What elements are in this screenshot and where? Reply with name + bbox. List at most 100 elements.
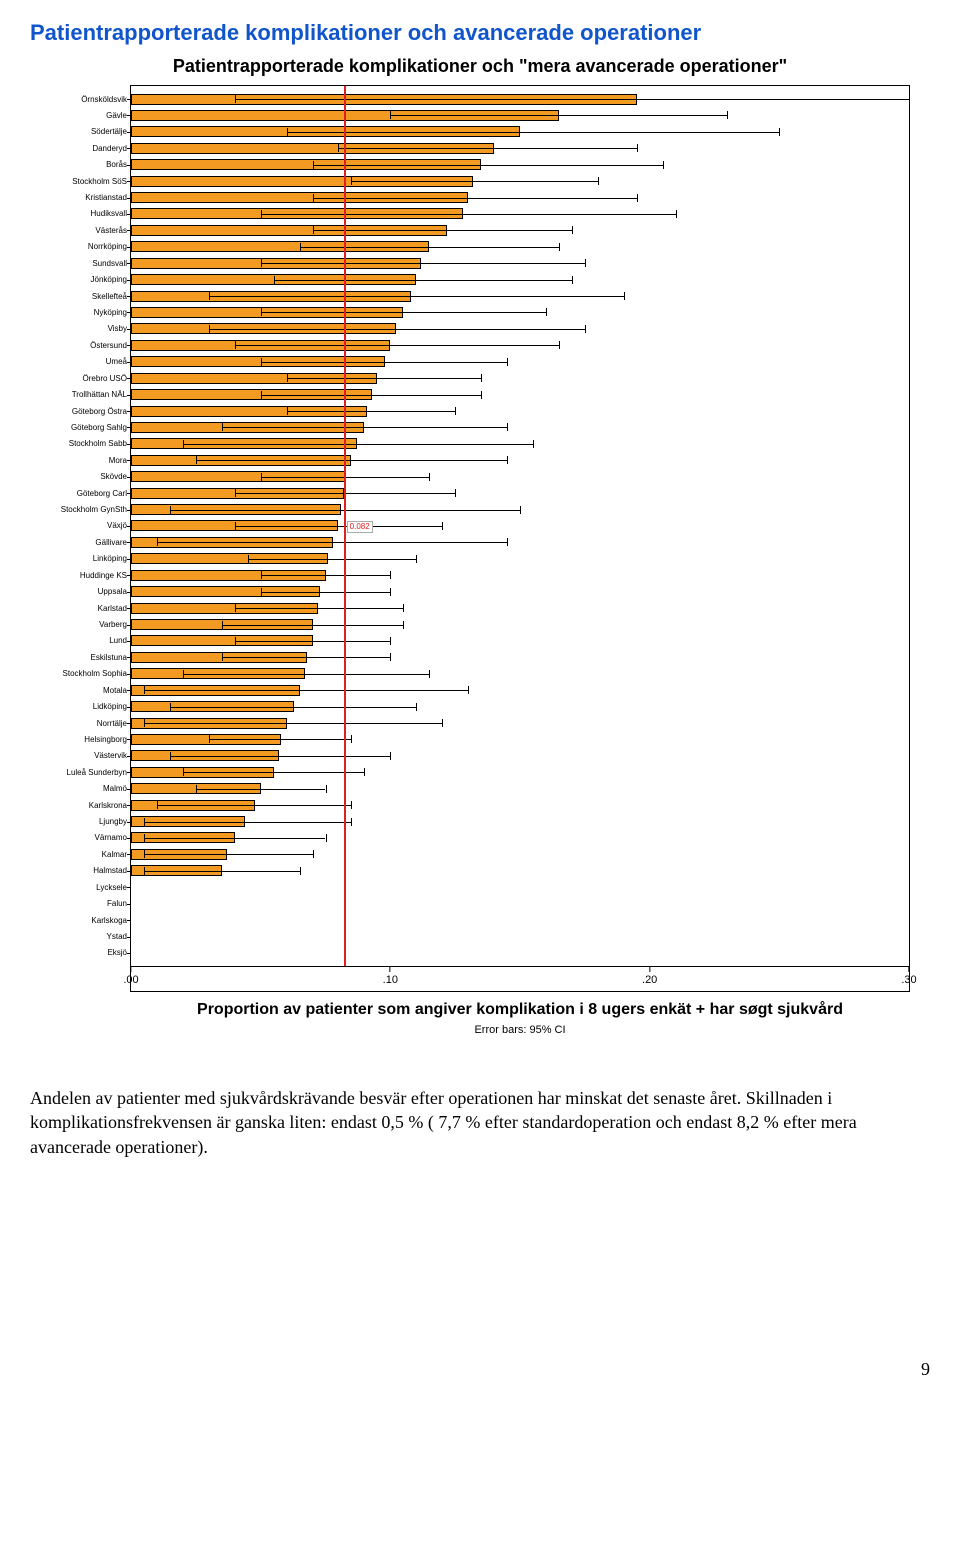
x-axis-title: Proportion av patienter som angiver komp… xyxy=(130,1000,910,1020)
y-tick xyxy=(127,230,131,231)
bar-row: Umeå xyxy=(131,355,909,369)
error-bar xyxy=(157,542,507,543)
error-bar xyxy=(235,99,909,100)
error-cap xyxy=(585,325,586,333)
bar-label: Örnsköldsvik xyxy=(27,95,131,104)
error-bar xyxy=(248,559,417,560)
bar-row: Trollhättan NÄL xyxy=(131,388,909,402)
bar-row: Skellefteå xyxy=(131,289,909,303)
error-cap xyxy=(572,276,573,284)
y-tick xyxy=(127,296,131,297)
error-bar xyxy=(209,296,624,297)
error-cap xyxy=(416,555,417,563)
y-tick xyxy=(127,263,131,264)
error-cap xyxy=(442,522,443,530)
bar-label: Karlstad xyxy=(27,604,131,613)
bar-row: Huddinge KS xyxy=(131,568,909,582)
y-tick xyxy=(127,411,131,412)
error-cap xyxy=(390,637,391,645)
error-cap xyxy=(390,588,391,596)
error-cap xyxy=(170,506,171,514)
error-cap xyxy=(507,456,508,464)
y-tick xyxy=(127,132,131,133)
y-tick xyxy=(127,378,131,379)
error-bar xyxy=(144,838,326,839)
bar-label: Gävle xyxy=(27,111,131,120)
bar-row: Linköping xyxy=(131,552,909,566)
bar-label: Göteborg Sahlg xyxy=(27,423,131,432)
bar-row: Karlskoga xyxy=(131,913,909,927)
bar-label: Värnamo xyxy=(27,833,131,842)
bar-label: Skövde xyxy=(27,472,131,481)
bar-label: Halmstad xyxy=(27,866,131,875)
y-tick xyxy=(127,641,131,642)
bar-label: Luleå Sunderbyn xyxy=(27,768,131,777)
error-bar xyxy=(287,378,482,379)
bar-row: Visby xyxy=(131,322,909,336)
error-cap xyxy=(364,768,365,776)
bar-row: Stockholm SöS xyxy=(131,174,909,188)
bar-label: Karlskrona xyxy=(27,801,131,810)
bar-label: Eskilstuna xyxy=(27,653,131,662)
bar-label: Göteborg Carl xyxy=(27,489,131,498)
error-cap xyxy=(416,703,417,711)
error-cap xyxy=(196,456,197,464)
error-cap xyxy=(326,834,327,842)
error-cap xyxy=(727,111,728,119)
y-tick xyxy=(127,625,131,626)
error-bar xyxy=(235,345,559,346)
error-cap xyxy=(507,358,508,366)
bar-label: Örebro USÖ xyxy=(27,374,131,383)
x-tick-label: .00 xyxy=(123,974,138,986)
y-tick xyxy=(127,247,131,248)
page-number: 9 xyxy=(30,1359,930,1380)
error-cap xyxy=(157,801,158,809)
error-bar xyxy=(183,772,365,773)
error-bar xyxy=(183,444,533,445)
error-bar xyxy=(338,148,636,149)
error-cap xyxy=(183,670,184,678)
error-bar xyxy=(170,756,390,757)
error-cap xyxy=(637,194,638,202)
body-paragraph: Andelen av patienter med sjukvårdskrävan… xyxy=(30,1086,930,1159)
error-cap xyxy=(144,850,145,858)
error-bar xyxy=(274,280,572,281)
error-bar xyxy=(157,805,352,806)
bar-row: Nyköping xyxy=(131,305,909,319)
x-tick: .20 xyxy=(642,967,657,986)
error-cap xyxy=(287,374,288,382)
bar-row: Eskilstuna xyxy=(131,650,909,664)
error-cap xyxy=(222,653,223,661)
y-tick xyxy=(127,690,131,691)
bar-label: Göteborg Östra xyxy=(27,407,131,416)
bar-row: Västervik xyxy=(131,749,909,763)
bar-label: Visby xyxy=(27,324,131,333)
error-cap xyxy=(144,834,145,842)
y-tick xyxy=(127,772,131,773)
error-cap xyxy=(481,391,482,399)
error-bar xyxy=(144,690,468,691)
error-bar xyxy=(261,263,585,264)
error-cap xyxy=(624,292,625,300)
error-cap xyxy=(235,95,236,103)
error-cap xyxy=(274,276,275,284)
bar-label: Danderyd xyxy=(27,144,131,153)
error-cap xyxy=(909,95,910,103)
bar-label: Eksjö xyxy=(27,948,131,957)
reference-label: 0.082 xyxy=(347,521,373,533)
error-cap xyxy=(261,588,262,596)
y-tick xyxy=(127,937,131,938)
bar-label: Uppsala xyxy=(27,587,131,596)
error-bar xyxy=(390,115,727,116)
section-title: Patientrapporterade komplikationer och a… xyxy=(30,20,930,46)
error-cap xyxy=(390,111,391,119)
error-cap xyxy=(520,506,521,514)
y-tick xyxy=(127,542,131,543)
error-cap xyxy=(546,308,547,316)
bar-row: Gävle xyxy=(131,108,909,122)
error-cap xyxy=(351,735,352,743)
error-cap xyxy=(351,801,352,809)
y-tick xyxy=(127,674,131,675)
error-cap xyxy=(390,571,391,579)
error-cap xyxy=(261,358,262,366)
